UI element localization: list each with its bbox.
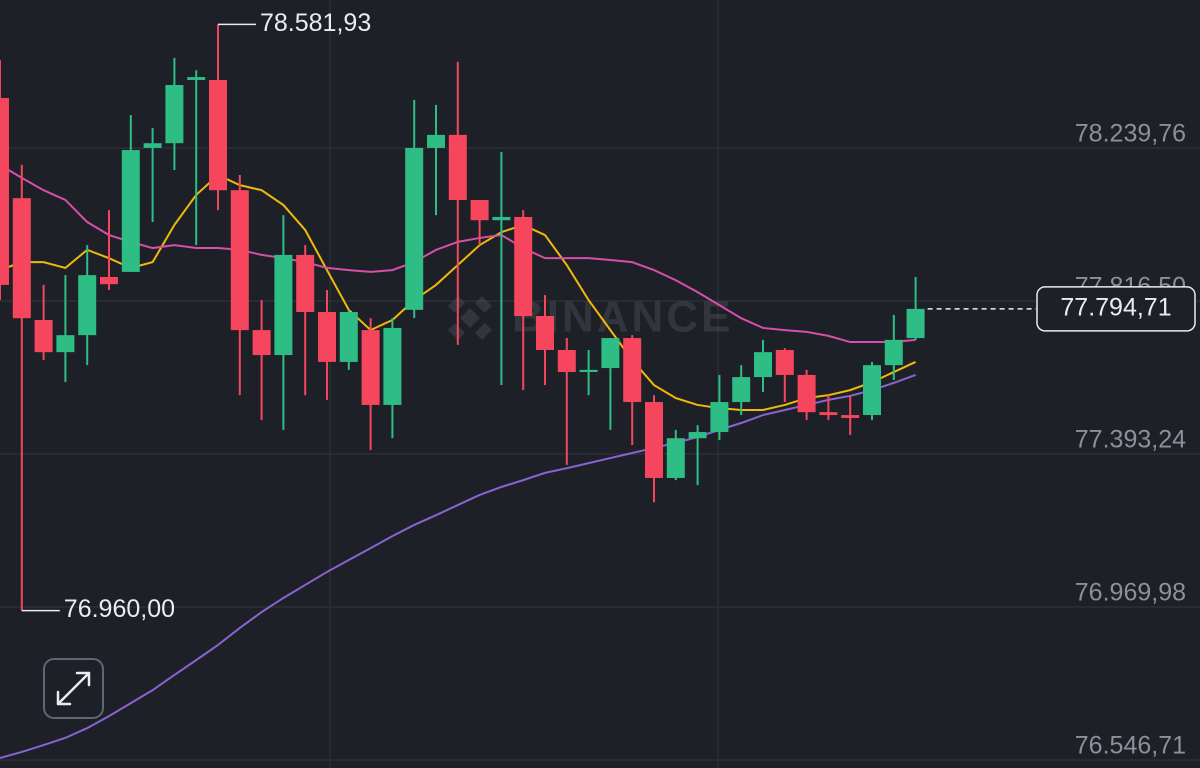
candle-body: [841, 415, 860, 418]
y-tick-label: 78.239,76: [1075, 120, 1186, 148]
candle-body: [78, 275, 97, 336]
candle-body: [339, 312, 358, 362]
expand-button[interactable]: [43, 658, 104, 719]
candle-body: [34, 319, 53, 353]
candle-body: [230, 190, 249, 331]
expand-icon[interactable]: [56, 671, 91, 706]
candle-body: [688, 432, 707, 439]
candle-body: [666, 438, 685, 478]
candle-body: [143, 143, 162, 148]
candle-body: [318, 312, 336, 362]
candle-body: [448, 134, 467, 200]
candle-body: [470, 199, 489, 221]
candle-body: [405, 147, 424, 310]
candle-body: [906, 308, 925, 339]
last-price-label: 77.794,71: [1060, 293, 1171, 321]
candle-body: [514, 216, 533, 317]
candle-body: [252, 330, 271, 356]
annotations: 78.581,93 76.960,00 77.794,71: [21, 9, 1196, 623]
candle-body: [209, 79, 227, 191]
candle-body: [361, 330, 380, 405]
candle-body: [579, 369, 598, 373]
candle-body: [274, 254, 293, 356]
candle-body: [121, 150, 140, 272]
candle-body: [165, 85, 184, 144]
candle-body: [732, 377, 751, 403]
low-label: 76.960,00: [64, 595, 175, 623]
candle-body: [383, 327, 402, 405]
candle-body: [819, 412, 838, 416]
candle-body: [12, 198, 31, 319]
grid: [0, 147, 1200, 761]
last-price-box: [1036, 286, 1196, 332]
candle-body: [601, 338, 620, 369]
watermark-logo: [448, 296, 492, 340]
candle-body: [296, 254, 315, 313]
candle-body: [710, 402, 729, 433]
candles: [0, 24, 925, 611]
candle-body: [492, 216, 511, 221]
candle-body: [427, 134, 445, 148]
candle-body: [100, 276, 118, 285]
candle-body: [775, 349, 794, 375]
candle-body: [645, 402, 663, 478]
candle-body: [797, 374, 816, 413]
y-tick-label: 76.546,71: [1075, 732, 1186, 760]
candle-body: [56, 335, 75, 353]
candle-body: [863, 365, 881, 416]
moving-average-line: [0, 373, 916, 760]
candle-body: [884, 339, 903, 366]
candle-body: [536, 316, 554, 350]
candle-body: [187, 77, 206, 80]
candle-body: [754, 352, 772, 378]
high-label: 78.581,93: [260, 9, 371, 37]
y-tick-label: 76.969,98: [1075, 579, 1186, 607]
candle-body: [0, 98, 9, 285]
y-axis: 78.239,7677.816,5077.393,2476.969,9876.5…: [1075, 120, 1186, 760]
candle-body: [557, 349, 576, 373]
y-tick-label: 77.393,24: [1075, 426, 1186, 454]
candle-body: [623, 338, 642, 403]
